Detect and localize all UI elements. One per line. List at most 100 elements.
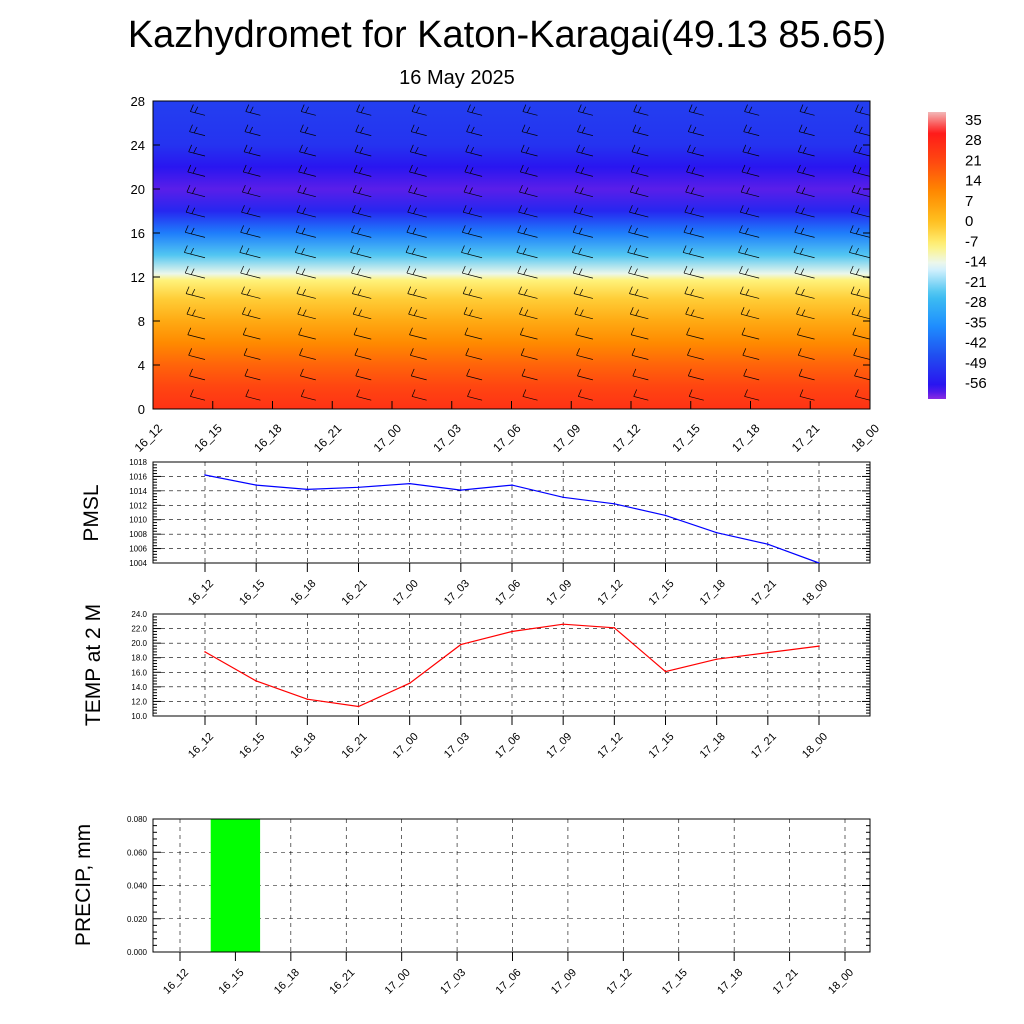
data-point: [511, 630, 513, 633]
wind-barb: [241, 205, 261, 218]
x-tick-label: 18_00: [800, 731, 830, 761]
x-tick-label: 17_00: [371, 421, 405, 455]
data-point: [664, 514, 667, 517]
wind-barb: [577, 389, 594, 401]
wind-barb: [351, 265, 372, 279]
wind-barb: [407, 205, 427, 218]
data-point: [357, 705, 360, 708]
wind-barb: [296, 286, 316, 299]
data-point: [408, 482, 411, 485]
wind-barb: [463, 307, 483, 320]
wind-barb: [629, 205, 649, 218]
wind-barb: [743, 124, 760, 136]
wind-barb: [852, 327, 871, 340]
wind-barb: [573, 286, 594, 299]
wind-barb: [631, 348, 649, 360]
wind-barb: [577, 104, 594, 116]
wind-barb: [300, 389, 316, 401]
wind-barb: [633, 389, 649, 401]
wind-barb: [797, 164, 815, 177]
wind-barb: [244, 124, 261, 136]
wind-barb: [354, 144, 372, 157]
wind-barb: [739, 286, 760, 299]
wind-barb: [573, 205, 594, 218]
wind-barb: [522, 389, 538, 401]
y-tick-label: 16.0: [131, 668, 147, 677]
wind-barb: [799, 389, 815, 401]
colorbar-tick-label: -7: [965, 233, 978, 250]
y-tick-label: 28: [131, 94, 145, 109]
wind-barb: [240, 265, 261, 279]
colorbar-tick-label: -42: [965, 335, 987, 352]
y-tick-label: 10.0: [131, 712, 147, 721]
colorbar-tick-label: 0: [965, 213, 973, 230]
colorbar-tick-label: -56: [965, 375, 987, 392]
wind-barb: [628, 265, 649, 279]
wind-barb: [686, 327, 704, 340]
wind-barb: [740, 307, 760, 320]
wind-barb: [685, 184, 704, 198]
wind-barb: [852, 164, 871, 177]
x-tick-label: 17_18: [698, 578, 728, 608]
wind-barb: [795, 286, 815, 299]
wind-barb: [739, 225, 760, 238]
wind-barb: [574, 307, 594, 320]
x-tick-label: 16_15: [237, 731, 267, 761]
pmsl-frame: [152, 461, 871, 564]
data-point: [767, 543, 769, 546]
pmsl-panel: 1004 1006 1008 1010 1012 1014 1016 1018 16_12 16…: [80, 458, 871, 608]
x-tick-label: 17_12: [595, 731, 625, 761]
colorbar-tick-label: 21: [965, 152, 982, 169]
wind-barb: [190, 389, 206, 401]
wind-barb: [410, 368, 427, 381]
wind-barb: [297, 307, 316, 320]
wind-barb: [299, 348, 316, 360]
data-point: [255, 680, 257, 682]
wind-barb: [245, 104, 261, 116]
wind-barb: [742, 348, 760, 360]
wind-barb: [295, 265, 316, 279]
data-point: [715, 658, 718, 660]
chart-title: Kazhydromet for Katon-Karagai(49.13 85.6…: [128, 14, 886, 56]
wind-barb: [519, 327, 538, 340]
wind-barb: [467, 389, 483, 401]
x-tick-label: 18_00: [826, 967, 856, 997]
wind-barb: [351, 225, 372, 238]
x-tick-label: 16_18: [272, 967, 302, 997]
wind-barb: [411, 389, 427, 401]
wind-barb: [408, 184, 427, 198]
wind-barb: [739, 265, 760, 279]
wind-barb: [239, 245, 261, 259]
wind-barb: [519, 307, 538, 320]
x-tick-label: 17_18: [698, 731, 728, 761]
wind-barb: [300, 124, 316, 136]
wind-barb: [682, 245, 704, 259]
wind-barb: [683, 265, 704, 279]
wind-barb: [627, 245, 649, 259]
wind-barb: [241, 286, 261, 299]
wind-barb: [354, 348, 372, 360]
wind-barb: [185, 286, 206, 299]
wind-barb: [464, 164, 483, 177]
x-tick-label: 16_18: [288, 578, 318, 608]
wind-barb: [462, 286, 483, 299]
wind-barb: [190, 104, 206, 116]
colorbar-tick-label: 35: [965, 112, 982, 129]
colorbar-tick-label: -28: [965, 294, 987, 311]
wind-barb: [855, 104, 871, 116]
wind-barb: [516, 245, 538, 259]
y-tick-label: 16: [131, 226, 145, 241]
wind-barb: [633, 104, 649, 116]
wind-barb: [461, 265, 483, 279]
wind-barb: [517, 225, 538, 238]
wind-barb: [462, 205, 483, 218]
x-tick-label: 17_15: [647, 731, 677, 761]
x-tick-label: 17_03: [442, 731, 472, 761]
wind-barb: [743, 368, 760, 381]
x-tick-label: 16_18: [251, 421, 285, 455]
wind-barb: [242, 184, 261, 198]
wind-barb: [244, 368, 261, 381]
wind-barb: [740, 184, 760, 198]
wind-barb: [629, 286, 649, 299]
